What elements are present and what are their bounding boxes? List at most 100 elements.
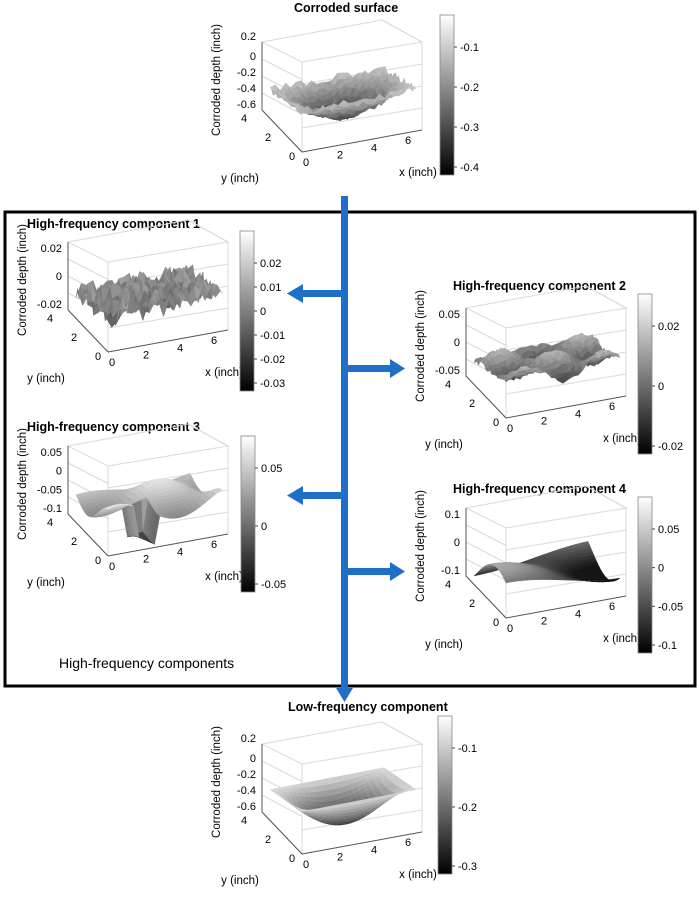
surface-patch	[612, 352, 621, 359]
back-wall-right	[585, 485, 627, 596]
x-tick-label: 0	[507, 623, 513, 635]
plot-title: High-frequency component 1	[27, 217, 200, 231]
z-tick-label: -0.02	[37, 299, 62, 311]
colorbar-tick-label: -0.4	[460, 162, 479, 174]
y-axis-line	[465, 575, 507, 619]
y-tick-label: 0	[493, 417, 499, 429]
x-tick-label: 2	[541, 616, 547, 628]
y-axis-line	[67, 309, 109, 353]
y-tick-label: 4	[241, 815, 247, 827]
arrow-shaft-right-2	[344, 365, 390, 372]
x-axis-label: x (inch)	[205, 367, 243, 379]
z-tick-label: 0	[56, 271, 62, 283]
y-tick-label: 0	[289, 853, 295, 865]
z-tick-label: -0.4	[237, 785, 256, 797]
surface	[75, 473, 223, 545]
grid-line	[67, 462, 109, 484]
colorbar-tick-label: 0.05	[261, 463, 282, 475]
z-tick-label: -0.2	[237, 769, 256, 781]
arrow-head-right-4	[390, 562, 405, 581]
grid-line	[107, 307, 229, 329]
x-tick-label: 0	[109, 561, 115, 573]
plot-high-frequency-4: High-frequency component 4 0.1 0 -0.1 Corrod…	[415, 482, 683, 654]
colorbar-tick-label: -0.2	[460, 82, 479, 94]
z-tick-label: 0	[454, 537, 460, 549]
grid-line	[505, 529, 627, 551]
x-tick-label: 4	[177, 546, 183, 558]
main-vertical-arrow-shaft	[341, 196, 348, 688]
grid-line	[107, 467, 229, 489]
z-tick-label: -0.2	[237, 67, 256, 79]
colorbar-tick-label: 0	[260, 306, 266, 318]
y-axis-line	[67, 513, 109, 557]
z-tick-label: -0.4	[237, 83, 256, 95]
arrow-shaft-left-1	[303, 290, 345, 297]
z-tick-label: 0.05	[439, 309, 460, 321]
colorbar	[437, 715, 453, 875]
plot-corroded-surface: Corroded surface 0.2 0 -0.2 -0.4 -0.6 Corroded…	[211, 1, 479, 185]
colorbar-tick-label: 0	[658, 381, 664, 393]
x-axis-line	[505, 595, 627, 619]
plot-high-frequency-3: High-frequency component 3 0.05 0 -0.05 -0.1…	[17, 420, 286, 593]
back-wall-right	[585, 285, 627, 396]
y-tick-label: 4	[47, 313, 53, 325]
x-tick-label: 4	[371, 142, 377, 154]
x-axis-label: x (inch)	[399, 167, 437, 179]
surface-patch	[215, 284, 223, 299]
colorbar-tick-label: -0.1	[460, 42, 479, 54]
grid-line	[67, 258, 109, 280]
grid-line	[465, 541, 507, 564]
x-tick-label: 6	[609, 601, 615, 613]
grid-line	[301, 107, 423, 129]
colorbar-tick-label: -0.3	[460, 122, 479, 134]
plot-low-frequency: Low-frequency component 0.2 0 -0.2 -0.4 -0.6 C…	[211, 700, 477, 887]
x-axis-label: x (inch)	[603, 433, 641, 445]
y-tick-label: 4	[445, 579, 451, 591]
arrow-head-right-2	[390, 359, 405, 378]
y-tick-label: 2	[469, 598, 475, 610]
grid-line	[301, 809, 423, 831]
x-axis-label: x (inch)	[205, 571, 243, 583]
y-tick-label: 4	[445, 379, 451, 391]
colorbar-tick-label: 0	[261, 521, 267, 533]
y-axis-label: y (inch)	[221, 173, 259, 185]
colorbar-tick-label: -0.05	[658, 601, 683, 613]
z-tick-label: -0.05	[435, 365, 460, 377]
y-axis-label: y (inch)	[27, 373, 65, 385]
z-tick-label: 0	[250, 753, 256, 765]
grid-line	[505, 373, 627, 395]
y-tick-label: 4	[47, 517, 53, 529]
x-axis-label: x (inch)	[399, 869, 437, 881]
back-wall-right	[381, 721, 423, 832]
surface-patch	[408, 85, 417, 90]
y-axis-label: y (inch)	[27, 577, 65, 589]
grid-line	[261, 760, 303, 782]
colorbar-tick-label: 0.05	[658, 524, 679, 536]
x-tick-label: 4	[575, 408, 581, 420]
y-axis-line	[465, 375, 507, 419]
y-tick-label: 0	[493, 617, 499, 629]
frame-label: High-frequency components	[59, 655, 234, 671]
main-arrow-head-down	[336, 688, 353, 702]
plot-title: Low-frequency component	[288, 700, 449, 714]
y-tick-label: 2	[265, 132, 271, 144]
x-tick-label: 0	[303, 859, 309, 871]
y-axis-label: y (inch)	[425, 439, 463, 451]
y-axis-line	[261, 109, 303, 153]
z-tick-label: 0.2	[241, 31, 256, 43]
z-tick-label: -0.05	[37, 484, 62, 496]
z-tick-label: -0.1	[441, 565, 460, 577]
surface	[473, 541, 621, 584]
z-axis-label: Corroded depth (inch)	[211, 24, 223, 136]
y-tick-label: 0	[95, 555, 101, 567]
flow-arrows	[287, 196, 405, 702]
arrow-head-left-3	[287, 486, 303, 505]
x-tick-label: 6	[405, 135, 411, 147]
y-tick-label: 2	[71, 536, 77, 548]
colorbar-tick-label: 0.01	[260, 282, 281, 294]
z-tick-label: 0	[454, 337, 460, 349]
grid-line	[261, 58, 303, 80]
z-axis-label: Corroded depth (inch)	[211, 726, 223, 838]
y-tick-label: 2	[469, 398, 475, 410]
colorbar-tick-label: 0.02	[658, 321, 679, 333]
